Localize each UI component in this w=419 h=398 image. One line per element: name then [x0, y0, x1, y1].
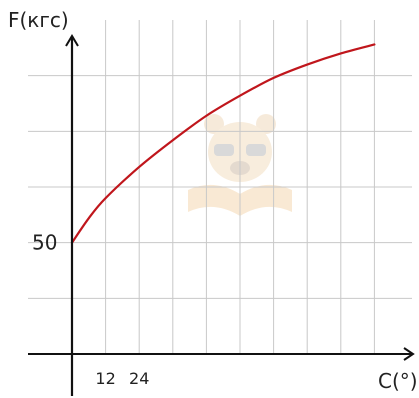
- x-axis-label: C(°): [378, 369, 418, 393]
- x-tick-label: 12: [95, 369, 115, 388]
- grid: [28, 20, 412, 354]
- y-tick-label: 50: [32, 231, 57, 255]
- y-axis-label: F(кгс): [8, 8, 69, 32]
- x-tick-label: 24: [129, 369, 149, 388]
